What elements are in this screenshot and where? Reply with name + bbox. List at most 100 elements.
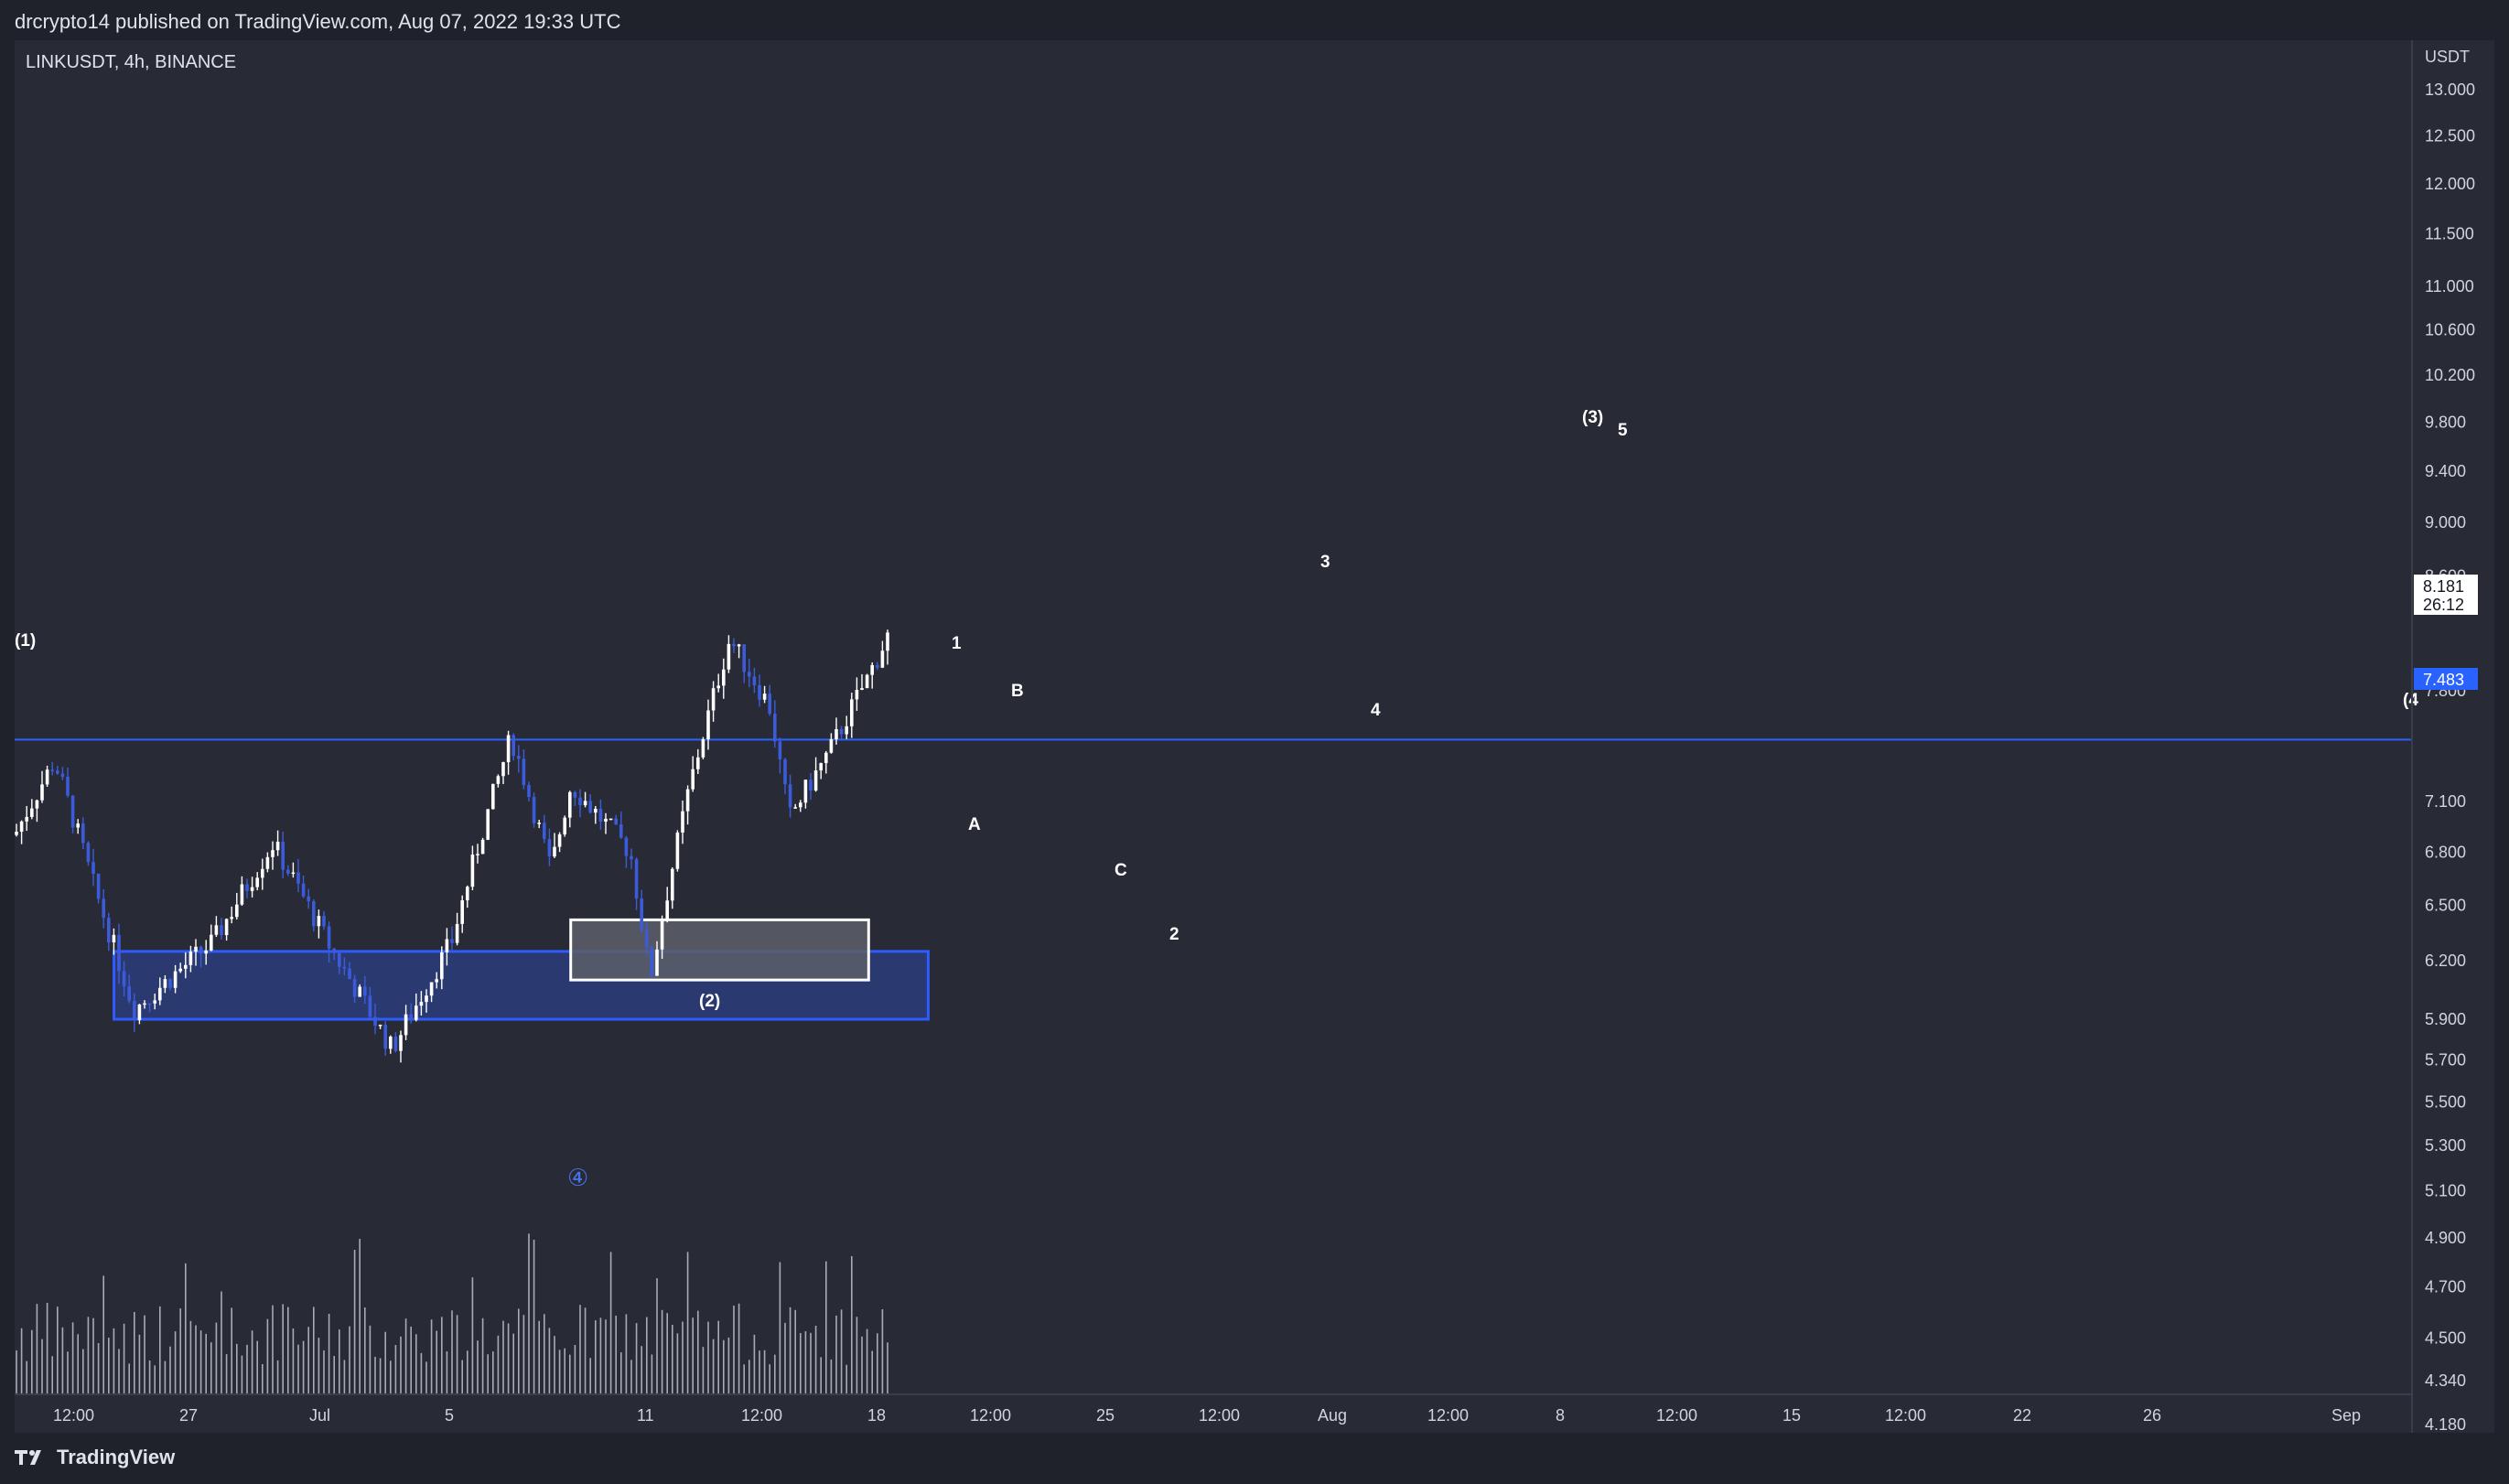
candle-body — [594, 808, 598, 813]
candle-body — [517, 756, 521, 759]
time-tick: 22 — [2013, 1406, 2031, 1425]
time-tick: 12:00 — [1427, 1406, 1469, 1425]
candle-body — [568, 791, 572, 818]
wave-label-1-major: (1) — [15, 631, 36, 651]
candle-body — [301, 883, 306, 897]
candle-body — [358, 986, 361, 997]
candle-body — [35, 800, 39, 809]
price-axis-currency: USDT — [2425, 48, 2470, 66]
candle-body — [706, 710, 710, 740]
candle-body — [102, 898, 105, 919]
symbol-title: LINKUSDT, 4h, BINANCE — [26, 52, 236, 72]
candle-body — [429, 982, 434, 996]
candle-body — [598, 808, 603, 823]
candle-body — [70, 795, 75, 828]
time-tick: 26 — [2143, 1406, 2161, 1425]
time-tick: 25 — [1096, 1406, 1115, 1425]
candle-body — [352, 979, 357, 997]
candle-body — [404, 1014, 408, 1036]
candle-body — [460, 900, 464, 924]
candle-body — [711, 688, 716, 711]
tradingview-logo-icon — [15, 1450, 41, 1465]
tradingview-logo[interactable]: TradingView — [15, 1446, 175, 1469]
candle-body — [876, 664, 879, 668]
candle-body — [685, 789, 690, 812]
header-bar: drcrypto14 published on TradingView.com,… — [0, 0, 2509, 40]
wave-label-1: 1 — [952, 634, 962, 653]
price-tick: 5.300 — [2425, 1136, 2466, 1155]
candle-body — [793, 807, 797, 809]
candle-body — [829, 738, 834, 753]
time-tick: 5 — [445, 1406, 454, 1425]
candle-body — [660, 920, 664, 950]
consolidation-box[interactable] — [569, 918, 870, 982]
circled-4-marker: ④ — [567, 1164, 588, 1191]
time-axis[interactable]: 12:00 27 Jul 5 11 12:00 18 12:00 25 12:0… — [53, 1406, 2361, 1425]
candle-body — [788, 784, 792, 808]
candle-body — [204, 950, 208, 954]
candle-body — [338, 952, 341, 967]
candle-body — [81, 823, 85, 844]
candle-body — [15, 832, 18, 835]
candle-body — [532, 797, 536, 823]
wave-label-a: A — [968, 815, 981, 834]
wave-label-5: 5 — [1618, 421, 1628, 440]
candle-body — [543, 823, 546, 840]
candle-body — [748, 672, 751, 677]
time-tick: 27 — [179, 1406, 198, 1425]
price-tick: 10.600 — [2425, 320, 2475, 339]
candle-body — [122, 971, 126, 987]
candle-body — [245, 884, 249, 891]
price-tick: 4.500 — [2425, 1328, 2466, 1347]
time-tick: 12:00 — [53, 1406, 94, 1425]
candle-body — [527, 785, 531, 798]
candle-body — [240, 884, 244, 905]
candle-body — [373, 1016, 377, 1027]
candle-body — [563, 817, 566, 834]
candle-body — [255, 877, 259, 887]
candle-body — [496, 776, 501, 784]
time-tick: 12:00 — [1885, 1406, 1926, 1425]
candle-body — [296, 872, 300, 884]
price-tick: 6.500 — [2425, 896, 2466, 914]
candle-body — [655, 949, 659, 976]
candle-body — [66, 777, 70, 796]
wave-label-2: 2 — [1169, 925, 1179, 944]
price-chart[interactable]: LINKUSDT, 4h, BINANCE (1) (2) (3) (4 1 2… — [15, 40, 2494, 1433]
time-tick: Sep — [2331, 1406, 2361, 1425]
candle-body — [147, 1003, 152, 1005]
candle-body — [419, 1002, 424, 1006]
candle-body — [425, 995, 428, 1003]
candle-body — [455, 923, 459, 943]
candle-body — [435, 979, 438, 983]
candle-body — [578, 797, 582, 806]
candle-body — [732, 643, 736, 647]
candle-body — [188, 952, 193, 965]
chart-panel[interactable]: LINKUSDT, 4h, BINANCE (1) (2) (3) (4 1 2… — [15, 40, 2494, 1433]
candle-body — [107, 918, 111, 943]
candle-body — [50, 769, 54, 771]
candle-body — [634, 859, 639, 899]
candle-body — [553, 846, 556, 857]
candle-body — [342, 966, 347, 969]
candle-body — [716, 685, 720, 689]
candle-body — [645, 930, 649, 948]
wave-label-3-major: (3) — [1582, 408, 1603, 427]
candle-body — [799, 802, 802, 808]
price-axis[interactable]: 13.000 12.500 12.000 11.500 11.000 10.600 10.2… — [2425, 81, 2475, 1433]
candle-body — [640, 898, 643, 930]
time-tick: Jul — [309, 1406, 330, 1425]
candle-body — [880, 651, 885, 668]
candle-body — [850, 699, 854, 726]
price-tick: 12.000 — [2425, 175, 2475, 193]
time-tick: 12:00 — [1656, 1406, 1697, 1425]
candle-body — [768, 694, 771, 715]
time-tick: 18 — [867, 1406, 886, 1425]
candle-body — [45, 769, 49, 785]
candle-body — [281, 842, 285, 870]
candle-body — [363, 986, 367, 996]
candle-body — [30, 808, 34, 817]
candle-body — [701, 739, 705, 758]
candle-body — [368, 995, 372, 1017]
price-tick: 7.100 — [2425, 792, 2466, 811]
